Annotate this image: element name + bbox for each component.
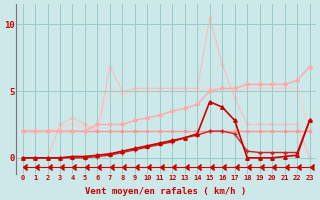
X-axis label: Vent moyen/en rafales ( km/h ): Vent moyen/en rafales ( km/h ) [85, 187, 247, 196]
